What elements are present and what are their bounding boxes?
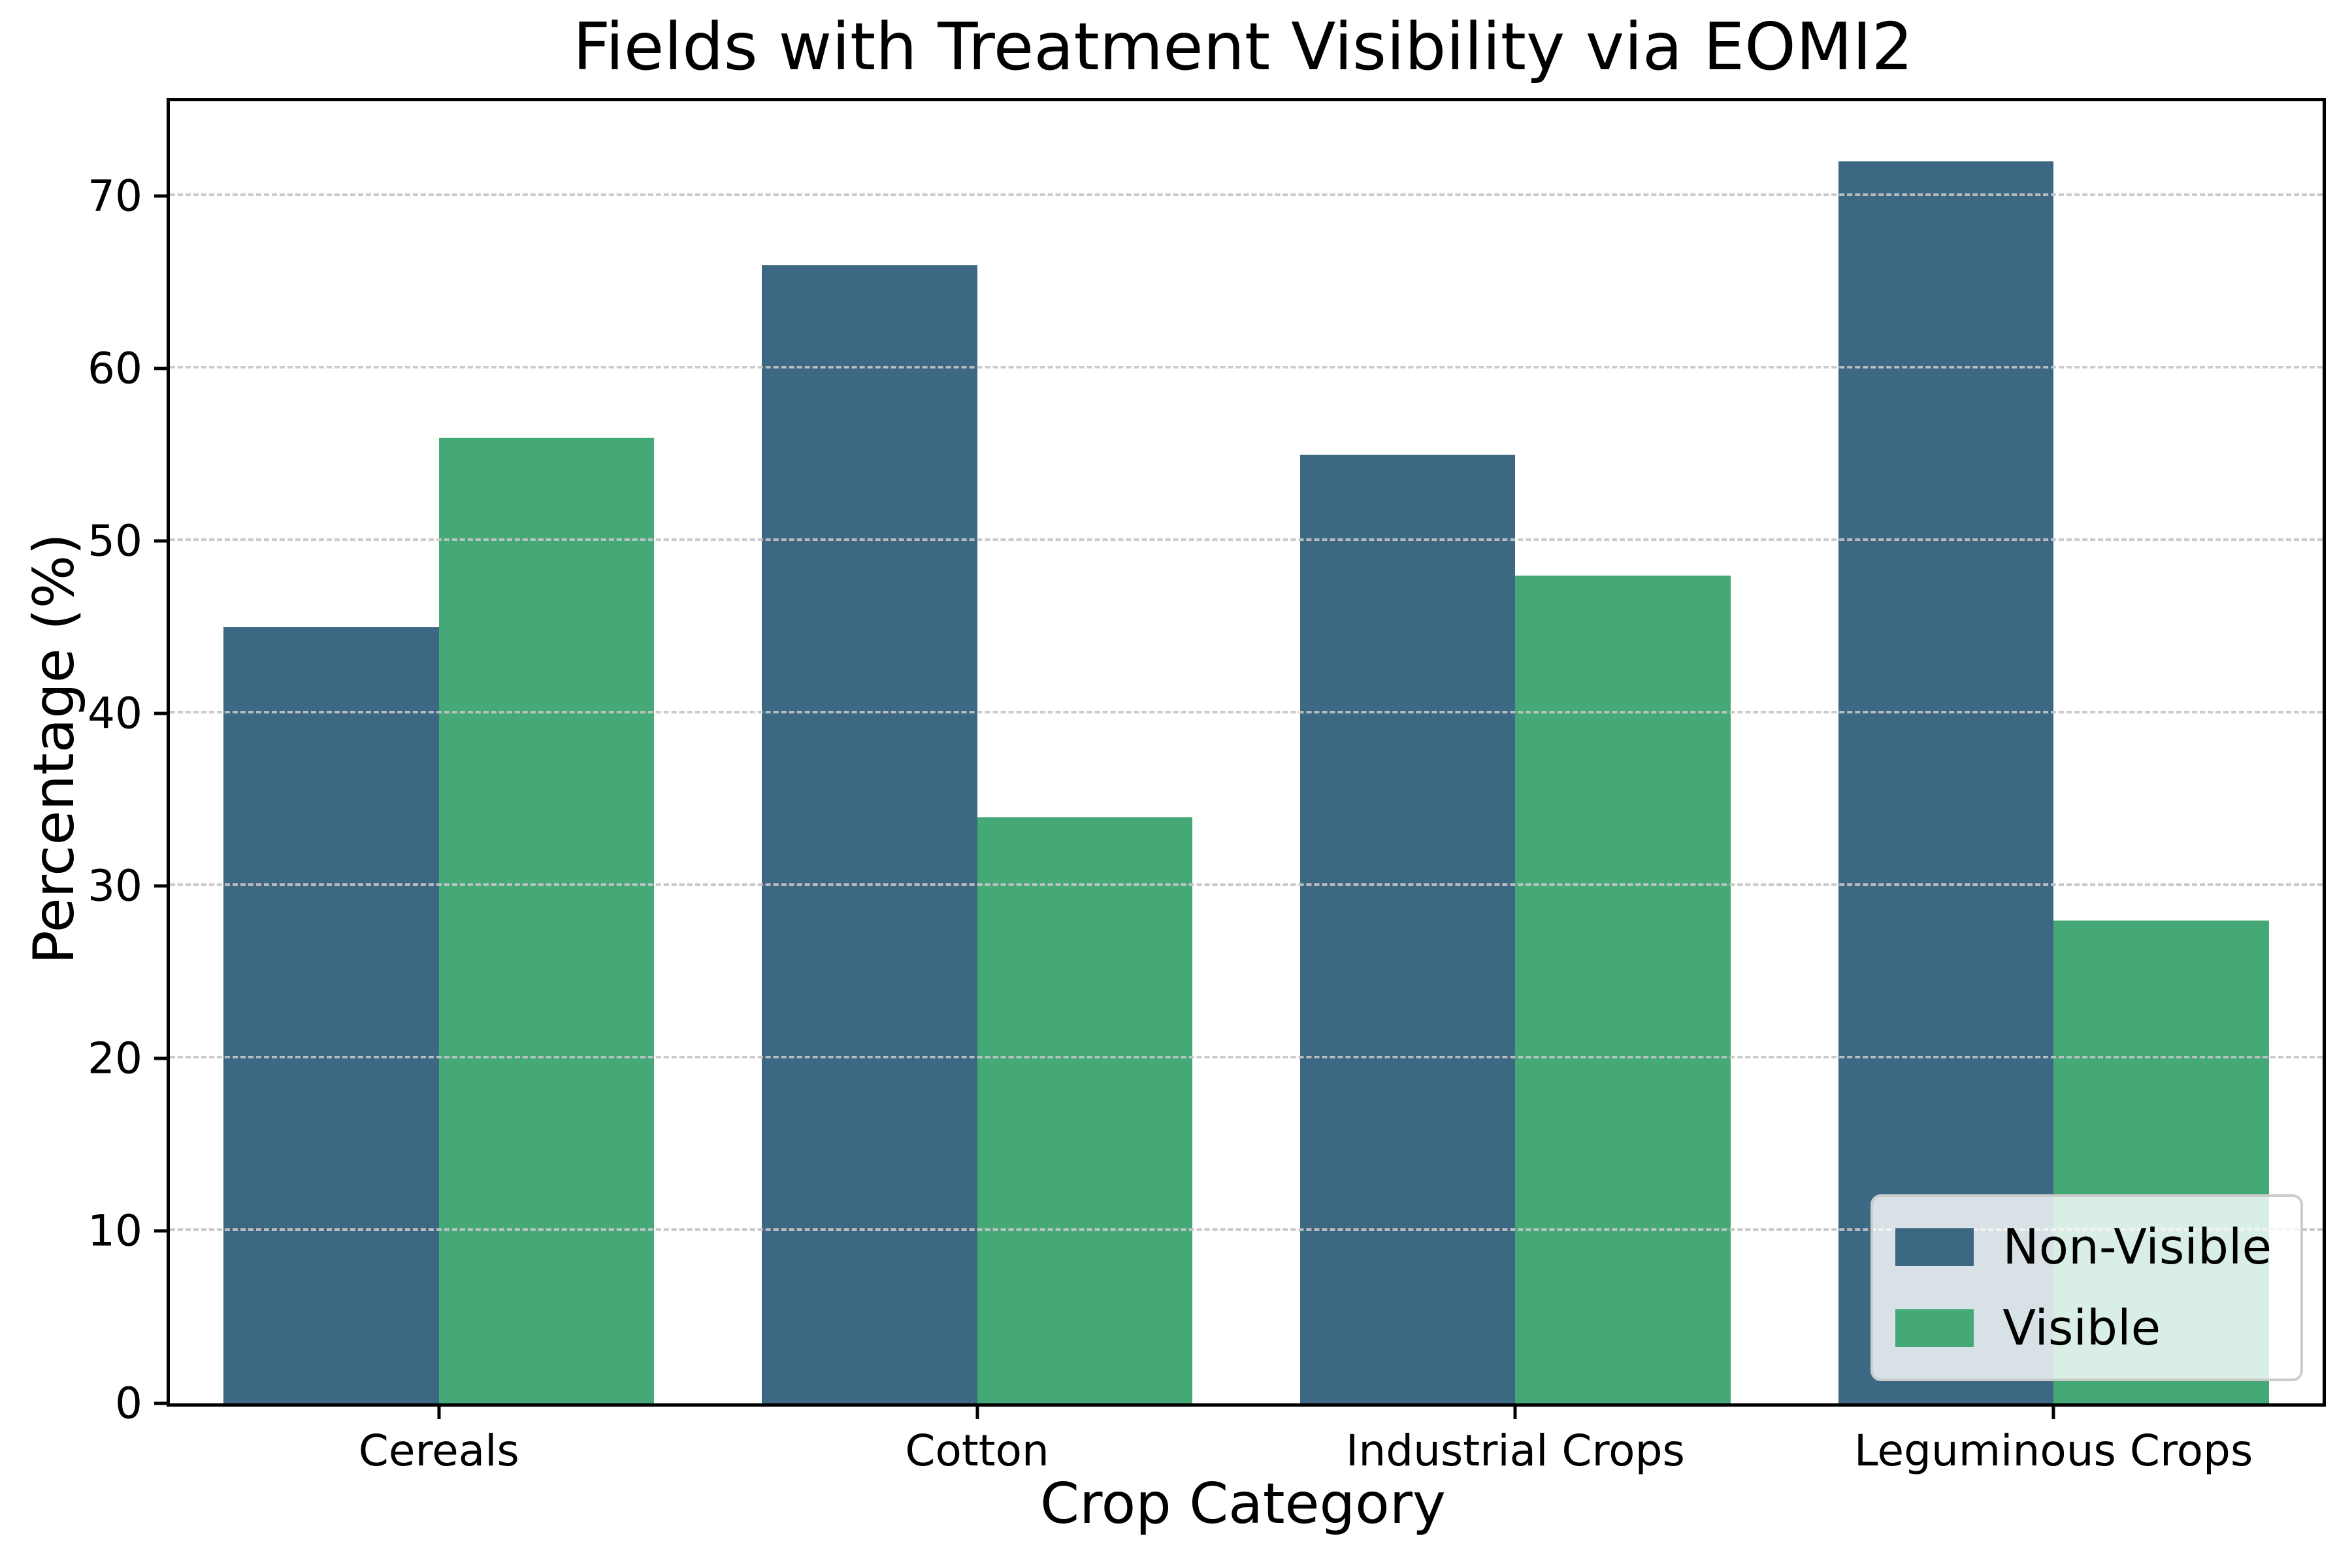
y-tick-label-70: 70 [88, 171, 142, 221]
gridline-40 [170, 711, 2323, 714]
gridline-70 [170, 193, 2323, 197]
y-tick-mark-70 [154, 194, 167, 198]
legend-item-non-visible: Non-Visible [1895, 1219, 2272, 1275]
x-tick-mark-industrial-crops [1513, 1407, 1517, 1419]
y-axis-title: Percentage (%) [22, 533, 87, 965]
y-tick-label-10: 10 [88, 1205, 142, 1256]
bar-visible-cotton [977, 817, 1193, 1403]
x-tick-label-cereals: Cereals [358, 1426, 519, 1476]
y-tick-mark-0 [154, 1401, 167, 1405]
legend-swatch-non-visible [1895, 1228, 1974, 1266]
y-tick-mark-40 [154, 711, 167, 715]
bar-visible-cereals [438, 437, 655, 1403]
y-tick-label-40: 40 [88, 688, 142, 739]
bar-non-visible-cereals [223, 627, 439, 1403]
x-tick-mark-leguminous-crops [2051, 1407, 2055, 1419]
bar-group-industrial-crops [1247, 101, 1785, 1403]
x-tick-label-cotton: Cotton [905, 1426, 1049, 1476]
legend-label-non-visible: Non-Visible [2002, 1219, 2272, 1275]
gridline-30 [170, 883, 2323, 887]
legend-item-visible: Visible [1895, 1300, 2272, 1356]
y-tick-label-50: 50 [88, 515, 142, 566]
gridline-10 [170, 1228, 2323, 1232]
chart-title: Fields with Treatment Visibility via EOM… [572, 8, 1914, 85]
bar-group-cotton [708, 101, 1247, 1403]
x-axis-title: Crop Category [1040, 1471, 1446, 1537]
y-tick-label-30: 30 [88, 860, 142, 911]
y-tick-label-0: 0 [115, 1378, 142, 1429]
x-tick-mark-cereals [437, 1407, 441, 1419]
y-tick-mark-50 [154, 539, 167, 543]
gridline-20 [170, 1056, 2323, 1059]
x-tick-label-leguminous-crops: Leguminous Crops [1854, 1426, 2253, 1476]
x-tick-label-industrial-crops: Industrial Crops [1345, 1426, 1685, 1476]
legend-label-visible: Visible [2002, 1300, 2161, 1356]
gridline-50 [170, 538, 2323, 542]
x-tick-mark-cotton [975, 1407, 979, 1419]
y-tick-mark-60 [154, 367, 167, 370]
y-tick-mark-20 [154, 1056, 167, 1060]
bar-group-cereals [170, 101, 708, 1403]
gridline-60 [170, 366, 2323, 369]
y-tick-label-20: 20 [88, 1033, 142, 1084]
bar-non-visible-industrial-crops [1299, 455, 1516, 1403]
plot-area: 0 10 20 30 40 50 60 70 Cereals Cotton Industrial … [88, 98, 2326, 1476]
legend: Non-Visible Visible [1870, 1194, 2303, 1381]
y-tick-mark-10 [154, 1229, 167, 1233]
bar-visible-industrial-crops [1515, 575, 1731, 1403]
y-tick-label-60: 60 [88, 343, 142, 394]
bar-non-visible-cotton [762, 265, 977, 1403]
legend-swatch-visible [1895, 1309, 1974, 1347]
y-tick-mark-30 [154, 884, 167, 888]
